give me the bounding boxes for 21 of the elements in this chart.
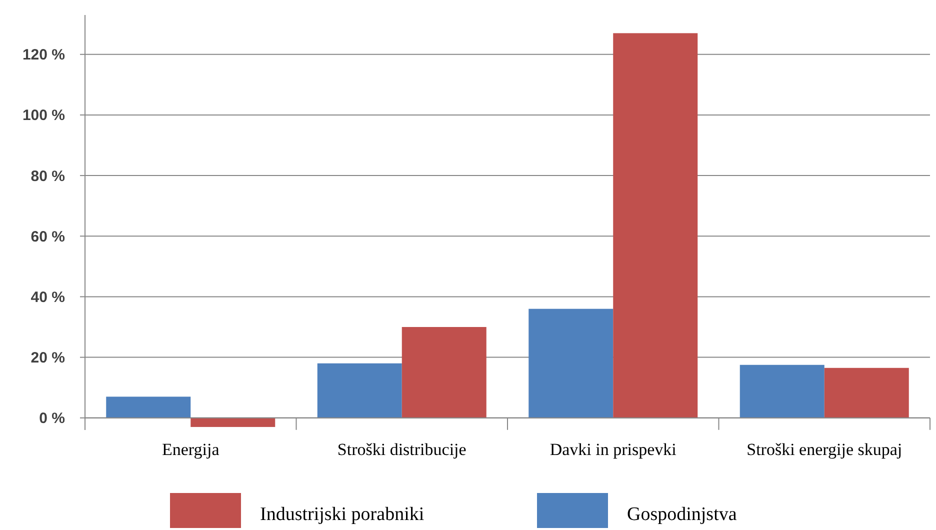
y-tick-label: 60 % xyxy=(30,228,65,246)
bar xyxy=(190,418,276,427)
bar xyxy=(824,368,909,418)
y-tick-label: 20 % xyxy=(30,350,65,367)
bar xyxy=(528,308,614,418)
legend-label: Gospodinjstva xyxy=(627,504,738,525)
bar xyxy=(740,364,824,418)
x-tick-label: Stroški energije skupaj xyxy=(746,440,902,459)
bar xyxy=(613,33,698,418)
bar xyxy=(106,396,191,418)
x-tick-label: Energija xyxy=(162,440,220,459)
y-tick-label: 80 % xyxy=(30,168,65,185)
y-tick-label: 120 % xyxy=(22,46,65,64)
bar xyxy=(317,363,402,418)
y-tick-label: 40 % xyxy=(30,288,65,306)
y-tick-label: 0 % xyxy=(39,410,65,428)
x-tick-label: Stroški distribucije xyxy=(337,440,466,459)
bar xyxy=(402,327,486,418)
legend-label: Industrijski porabniki xyxy=(260,504,424,525)
y-tick-label: 100 % xyxy=(22,107,65,124)
x-tick-label: Davki in prispevki xyxy=(550,440,677,459)
